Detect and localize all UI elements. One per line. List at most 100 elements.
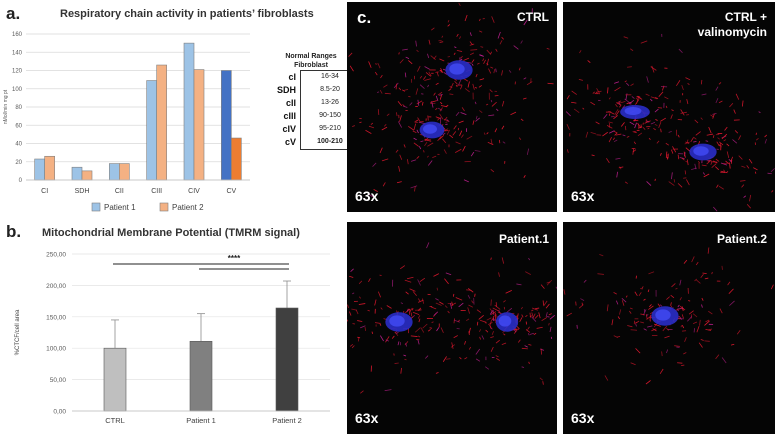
x-tick-label: CIV (188, 188, 200, 195)
y-tick-label: 80 (15, 105, 22, 111)
nucleus-highlight (423, 124, 437, 134)
y-tick-label: 150,00 (46, 314, 66, 321)
normal-range-row: SDH 8.5-20 (262, 83, 360, 96)
normal-range-value: 90-150 (319, 112, 341, 119)
magnification-label: 63x (571, 410, 595, 426)
y-tick-label: 0,00 (53, 409, 66, 416)
micro-quad-ctrl: CTRL 63x (347, 2, 557, 212)
mitochondria-network (565, 33, 775, 212)
cell-image-patient2 (563, 247, 774, 385)
bar-patient-1 (146, 80, 157, 181)
bar-patient-2 (231, 137, 242, 181)
nucleus-highlight (693, 146, 709, 156)
quad-label-line1: CTRL + (724, 10, 767, 24)
y-tick-label: 40 (15, 142, 22, 148)
bar-patient-1 (189, 340, 213, 412)
y-tick-label: 160 (12, 32, 23, 38)
quad-label-patient2: Patient.2 (716, 232, 767, 246)
nucleus-highlight (389, 315, 405, 327)
x-tick-label: CII (115, 188, 124, 195)
normal-range-row: cI 16-34 (262, 70, 360, 83)
normal-range-value: 13-26 (321, 99, 339, 106)
chart-b-title: Mitochondrial Membrane Potential (TMRM s… (42, 227, 300, 239)
bar-patient-2 (119, 163, 130, 181)
legend-swatch (159, 202, 169, 212)
normal-range-label: cIII (283, 110, 296, 121)
chart-a-title: Respiratory chain activity in patients’ … (60, 8, 314, 20)
y-tick-label: 50,00 (50, 377, 67, 384)
y-tick-label: 100 (12, 87, 23, 93)
y-axis-label: %CTCF/cell area (15, 309, 21, 355)
x-tick-label: Patient 2 (272, 416, 302, 425)
cell-image-ctrl (348, 2, 554, 198)
quad-label-patient1: Patient.1 (498, 232, 549, 246)
bar-patient-2 (193, 69, 205, 181)
panel-c-letter: c. (357, 8, 372, 27)
x-tick-label: CI (41, 188, 48, 195)
micro-quad-patient2: Patient.2 63x (563, 222, 775, 434)
quad-label-valinomycin: CTRL + valinomycin (698, 10, 767, 40)
magnification-label: 63x (355, 188, 379, 204)
normal-range-row: cIV 95-210 (262, 122, 360, 135)
normal-range-label: cV (284, 136, 296, 147)
quad-label-line2: valinomycin (697, 25, 767, 39)
normal-range-value: 8.5-20 (320, 86, 340, 93)
x-tick-label: CTRL (105, 416, 125, 425)
bar-patient-1 (183, 42, 195, 181)
quad-label-ctrl: CTRL (517, 10, 549, 24)
nucleus-highlight (624, 107, 642, 115)
nucleus-highlight (498, 315, 512, 327)
microscopy-panel: c. CTRL 63x CTRL + valinomycin 63x Patie… (347, 2, 775, 434)
membrane-potential-chart: 0,00 50,00 100,00 150,00 200,00 250,00 %CTCF/c… (15, 252, 330, 425)
y-tick-label: 20 (15, 160, 22, 166)
bar-patient-2 (44, 155, 55, 181)
normal-range-row: cIII 90-150 (262, 109, 360, 122)
significance-marker: **** (228, 254, 241, 263)
x-tick-label: SDH (75, 188, 90, 195)
magnification-label: 63x (355, 410, 379, 426)
mitochondria-network (563, 247, 774, 385)
y-tick-label: 0 (19, 178, 23, 184)
bar-patient-1 (34, 158, 45, 181)
y-tick-label: 250,00 (46, 252, 66, 259)
normal-range-label: cI (288, 71, 296, 82)
normal-range-row: cII 13-26 (262, 96, 360, 109)
y-tick-label: 100,00 (46, 346, 66, 353)
normal-range-row: cV 100-210 (262, 135, 360, 148)
bar-patient-2 (275, 307, 299, 412)
nucleus-highlight (449, 63, 465, 75)
cell-image-valinomycin (565, 33, 775, 212)
y-tick-label: 120 (12, 69, 23, 75)
normal-ranges-table: Normal Ranges Fibroblast cI 16-34 SDH 8.5-… (262, 52, 360, 150)
normal-ranges-subtitle: Fibroblast (294, 62, 328, 69)
normal-range-label: SDH (276, 84, 296, 95)
y-tick-label: 200,00 (46, 283, 66, 290)
panel-b-letter: b. (6, 222, 22, 241)
x-tick-label: CIII (151, 188, 162, 195)
bar-patient-2 (81, 170, 93, 181)
bar-ctrl (103, 347, 127, 412)
x-tick-label: Patient 1 (186, 416, 216, 425)
normal-range-value: 16-34 (321, 73, 339, 80)
normal-range-value: 100-210 (317, 138, 343, 145)
legend-swatch (91, 202, 101, 212)
mitochondria-network (348, 2, 554, 198)
normal-range-value: 95-210 (319, 125, 341, 132)
x-tick-label: CV (226, 188, 236, 195)
legend-label: Patient 2 (172, 203, 204, 212)
normal-ranges-title: Normal Ranges (285, 53, 337, 60)
nucleus-highlight (655, 309, 671, 321)
micro-quad-patient1: Patient.1 63x (347, 222, 557, 434)
magnification-label: 63x (571, 188, 595, 204)
bar-patient-1 (71, 166, 83, 181)
micro-quad-valinomycin: CTRL + valinomycin 63x (563, 2, 775, 212)
cell-image-patient1 (347, 242, 557, 394)
legend-label: Patient 1 (104, 203, 136, 212)
bar-patient-1 (221, 70, 232, 181)
y-tick-label: 140 (12, 50, 23, 56)
normal-range-label: cII (285, 97, 296, 108)
y-axis-label: nMol/min mg pt (3, 89, 9, 124)
panel-a-letter: a. (6, 4, 21, 23)
respiratory-chain-chart: 0 20 40 60 80 100 120 140 160 nMol/min mg pt CI SDH… (3, 32, 250, 212)
bar-patient-2 (156, 64, 167, 181)
